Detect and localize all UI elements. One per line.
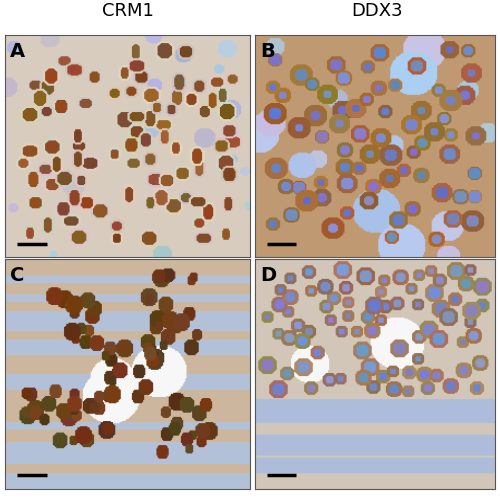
Text: C: C [10,266,24,285]
Text: DDX3: DDX3 [352,2,404,20]
Text: CRM1: CRM1 [102,2,154,20]
Text: B: B [260,41,274,60]
Text: D: D [260,266,276,285]
Text: A: A [10,41,25,60]
